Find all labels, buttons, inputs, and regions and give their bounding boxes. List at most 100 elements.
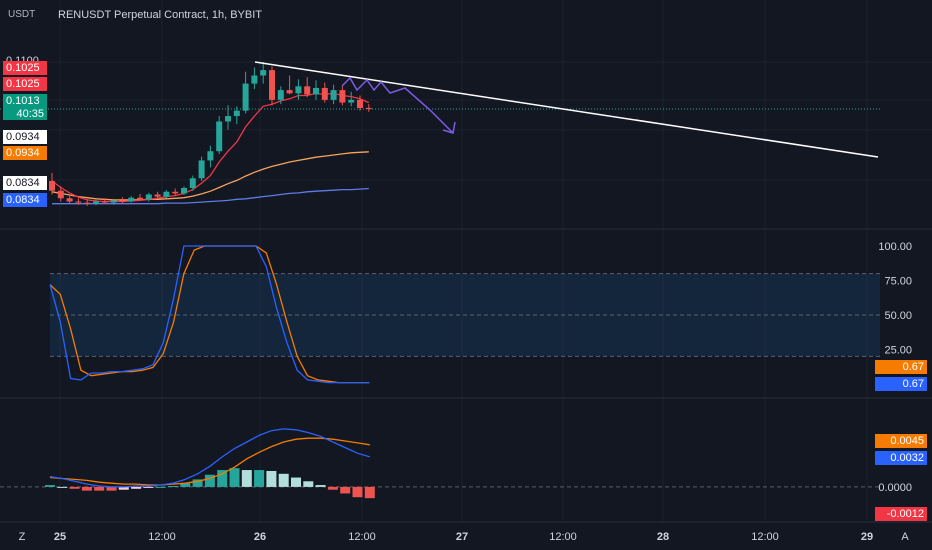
macd-histogram-bar[interactable] <box>291 477 301 487</box>
trend-line[interactable] <box>254 61 879 158</box>
candle[interactable] <box>154 191 161 199</box>
candle[interactable] <box>84 199 91 206</box>
macd-histogram-bar[interactable] <box>69 486 80 489</box>
macd-histogram-bar[interactable] <box>241 470 252 487</box>
macd-histogram-bar[interactable] <box>143 486 154 488</box>
projection-path[interactable] <box>341 76 454 134</box>
candle[interactable] <box>189 175 196 191</box>
candle[interactable] <box>277 86 284 105</box>
candle-body <box>57 190 64 199</box>
candle-body <box>260 70 267 76</box>
macd-scale-label: 0.0000 <box>878 482 912 494</box>
candle-body <box>137 197 143 200</box>
price-tag: 0.0834 <box>3 176 47 190</box>
macd-histogram-bar[interactable] <box>192 479 203 487</box>
candle-body <box>145 194 152 200</box>
candle[interactable] <box>225 105 231 130</box>
candle[interactable] <box>216 116 223 154</box>
time-tick-label: 12:00 <box>148 531 176 543</box>
candle-body <box>66 198 73 202</box>
macd-histogram-bar[interactable] <box>118 486 129 490</box>
price-tag: 0.1013 40:35 <box>3 94 47 120</box>
candle[interactable] <box>57 186 64 202</box>
candle-body <box>321 87 328 100</box>
candle-body <box>233 110 240 117</box>
candle[interactable] <box>339 86 346 106</box>
candle-body <box>49 180 55 191</box>
candle[interactable] <box>304 77 311 98</box>
candle[interactable] <box>313 80 319 100</box>
candle[interactable] <box>242 71 249 114</box>
candle[interactable] <box>49 172 55 195</box>
price-pane[interactable] <box>0 61 880 206</box>
macd-histogram-bar[interactable] <box>217 470 228 487</box>
macd-histogram-bar[interactable] <box>364 486 375 499</box>
macd-histogram-bar[interactable] <box>266 470 277 487</box>
candle-body <box>128 197 135 202</box>
candle-body <box>348 99 355 103</box>
candle[interactable] <box>119 197 126 204</box>
price-tag: 0.0934 <box>3 130 47 144</box>
candle-body <box>339 90 346 103</box>
macd-histogram-bar[interactable] <box>131 486 142 489</box>
candle-body <box>365 107 372 110</box>
macd-histogram-bar[interactable] <box>81 486 92 491</box>
candle[interactable] <box>66 196 73 204</box>
macd-histogram-bar[interactable] <box>94 486 105 491</box>
macd-histogram-bar[interactable] <box>315 485 326 487</box>
ema-slow-line <box>52 187 369 205</box>
candle-body <box>277 90 284 100</box>
candle[interactable] <box>145 192 152 202</box>
candle[interactable] <box>286 75 293 95</box>
candle[interactable] <box>163 190 170 199</box>
candle[interactable] <box>330 84 337 105</box>
time-axis: 25 12:00 26 12:00 27 12:00 28 12:00 29 Z A 100.00 75… <box>19 241 912 543</box>
candle[interactable] <box>295 79 302 100</box>
candle[interactable] <box>233 106 240 125</box>
stoch-scale-label: 100.00 <box>878 241 912 253</box>
candle[interactable] <box>172 188 179 196</box>
stoch-scale-label: 25.00 <box>884 345 912 357</box>
macd-histogram-bar[interactable] <box>340 486 351 494</box>
macd-histogram-bar[interactable] <box>180 483 191 487</box>
candle[interactable] <box>101 198 108 204</box>
macd-histogram-bar[interactable] <box>57 486 68 488</box>
candle[interactable] <box>93 199 99 206</box>
time-tick-label: 12:00 <box>751 531 779 543</box>
chart-panes <box>0 228 932 523</box>
time-tick-label: 28 <box>657 531 669 543</box>
macd-histogram-bar[interactable] <box>352 486 363 498</box>
macd-histogram-bar[interactable] <box>204 474 215 487</box>
candle[interactable] <box>207 145 214 168</box>
candle-body <box>75 201 82 203</box>
candle[interactable] <box>181 186 187 196</box>
candle[interactable] <box>260 62 267 84</box>
candle-body <box>198 160 205 179</box>
macd-histogram-bar[interactable] <box>106 486 117 491</box>
candle[interactable] <box>251 67 258 90</box>
candle[interactable] <box>348 91 355 107</box>
candle[interactable] <box>269 66 275 106</box>
macd-pane[interactable] <box>0 428 880 499</box>
macd-histogram-bar[interactable] <box>229 468 240 487</box>
candle[interactable] <box>128 196 135 203</box>
macd-histogram-bar[interactable] <box>327 486 338 490</box>
candle[interactable] <box>321 82 328 103</box>
candle-countdown: 40:35 <box>16 108 44 120</box>
candle[interactable] <box>110 198 117 205</box>
candle[interactable] <box>198 156 205 181</box>
candle[interactable] <box>75 198 82 205</box>
candle[interactable] <box>137 193 143 201</box>
macd-histogram-bar[interactable] <box>168 485 178 487</box>
candle-body <box>357 99 363 108</box>
macd-histogram-bar[interactable] <box>155 486 166 488</box>
macd-histogram-bar[interactable] <box>45 485 55 487</box>
stoch-rsi-pane[interactable] <box>49 245 880 384</box>
macd-histogram-bar[interactable] <box>303 481 314 487</box>
macd-histogram-bar[interactable] <box>278 473 289 487</box>
candle[interactable] <box>365 104 372 112</box>
candle-body <box>189 178 196 188</box>
candle[interactable] <box>357 95 363 111</box>
macd-histogram-bar[interactable] <box>254 470 265 487</box>
